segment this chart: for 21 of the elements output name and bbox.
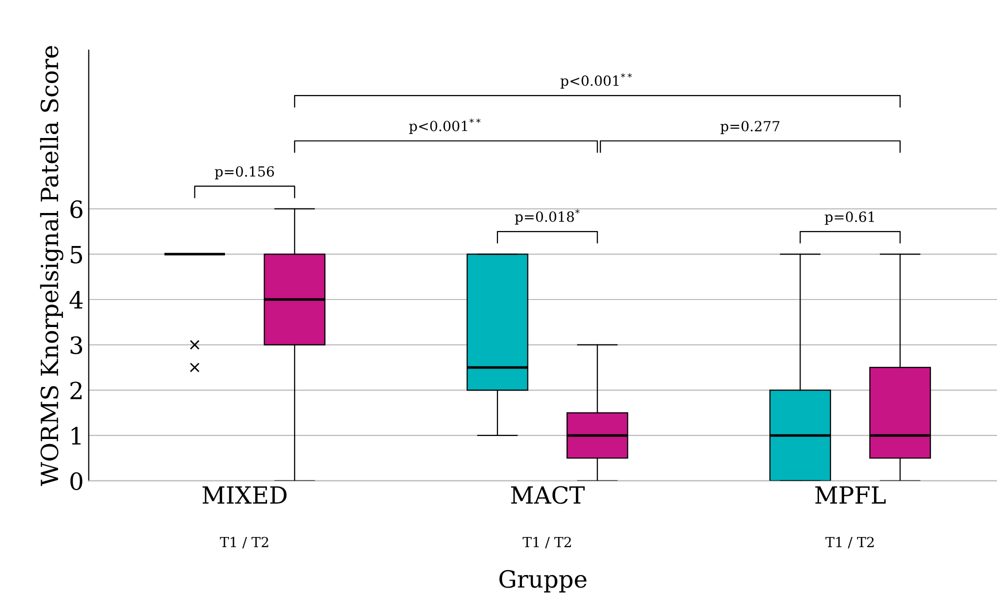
y-axis-title: WORMS Knorpelsignal Patella Score [40, 46, 64, 486]
text: T1 / T2 [825, 536, 874, 548]
annotation: p=0.61 [824, 212, 874, 225]
y-tick-label: 6 [70, 200, 82, 218]
x-tick-label: MIXED [202, 486, 287, 504]
y-tick-label: 1 [72, 426, 81, 444]
annotation: p<0.001$^{**}$ [560, 73, 632, 89]
annotation: p=0.018$^{*}$ [514, 209, 580, 225]
annotation: p<0.001$^{**}$ [409, 118, 481, 134]
text: T1 / T2 [522, 536, 571, 548]
y-tick-label: 4 [70, 290, 83, 308]
y-tick-label: 0 [70, 472, 82, 490]
text: T1 / T2 [220, 536, 268, 548]
x-axis-title: Gruppe [499, 570, 586, 592]
y-tick-label: 3 [70, 336, 82, 354]
annotation: p=0.277 [720, 120, 780, 134]
y-tick-label: 5 [70, 246, 82, 264]
y-tick-label: 2 [70, 382, 82, 400]
x-tick-label: MACT [511, 486, 585, 504]
annotation: p=0.156 [214, 166, 274, 180]
x-tick-label: MPFL [815, 486, 886, 504]
